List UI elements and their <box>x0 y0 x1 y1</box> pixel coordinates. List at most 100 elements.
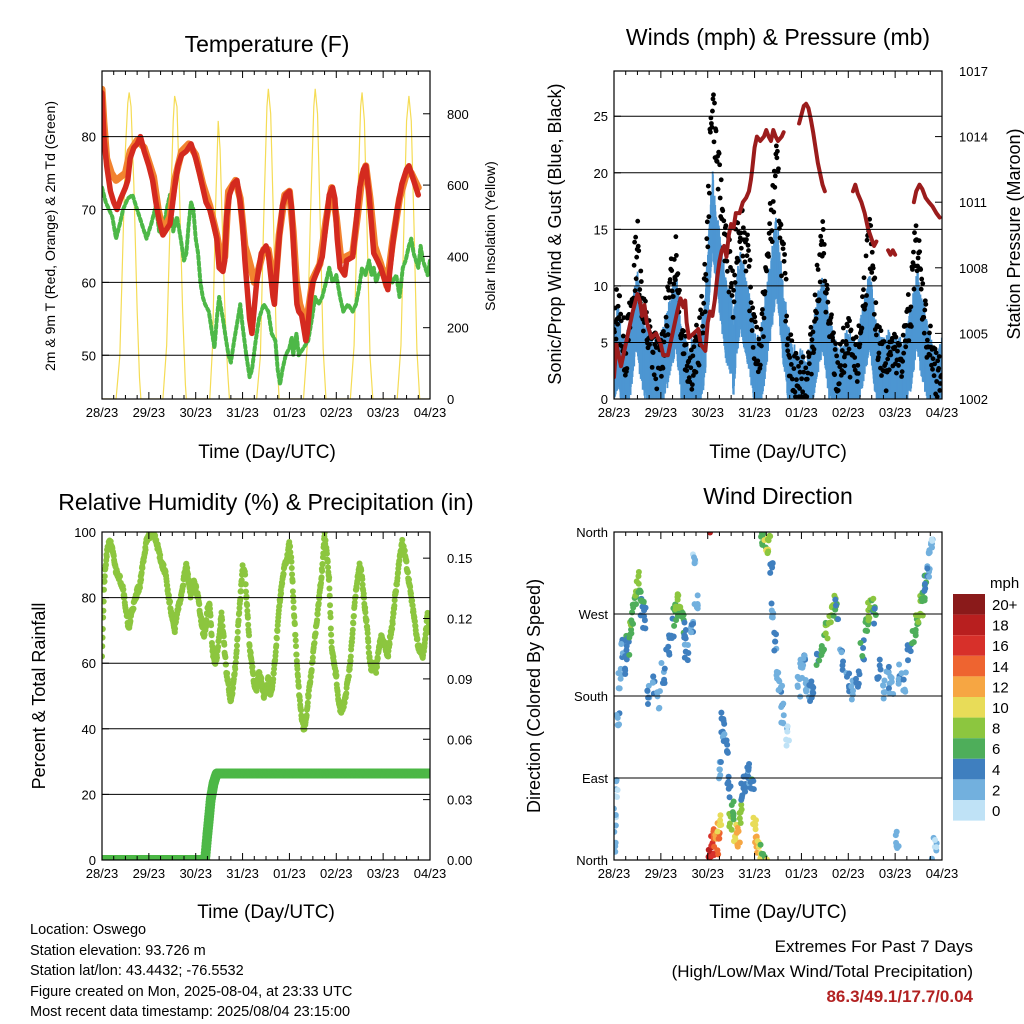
wind-gust-point <box>743 268 749 274</box>
wind-gust-point <box>785 348 791 354</box>
wind-gust-point <box>643 298 648 304</box>
humidity-point <box>237 595 244 602</box>
wind-gust-point <box>835 360 841 365</box>
wind-gust-point <box>707 129 713 135</box>
winds-x-tick-label: 30/23 <box>691 405 724 420</box>
wind-gust-point <box>706 190 712 196</box>
wind-gust-point <box>792 389 798 395</box>
wind-gust-point <box>729 280 734 286</box>
wind-gust-point <box>721 218 727 224</box>
humidity-point <box>279 580 286 587</box>
wind-direction-point <box>628 617 635 624</box>
humidity-point <box>345 673 352 680</box>
humidity-point <box>347 653 354 660</box>
humidity-panel: Relative Humidity (%) & Precipitation (i… <box>29 489 474 923</box>
temperature-x-tick-label: 30/23 <box>179 405 212 420</box>
wind-gust-point <box>690 353 696 359</box>
wind-direction-point <box>750 820 757 827</box>
wind-direction-point <box>665 643 672 650</box>
wind-gust-point <box>738 245 744 251</box>
humidity-point <box>165 592 172 599</box>
wind-gust-point <box>798 359 804 365</box>
humidity-point <box>102 561 109 568</box>
temperature-x-tick-label: 31/23 <box>226 405 259 420</box>
wind-direction-point <box>832 596 839 603</box>
humidity-point <box>288 554 295 561</box>
humidity-point <box>298 707 305 714</box>
wind-gust-point <box>731 287 736 293</box>
humidity-y-right-tick-label: 0.12 <box>447 612 472 627</box>
humidity-point <box>180 582 187 589</box>
wind-gust-point <box>703 271 709 277</box>
wind-gust-point <box>871 311 877 317</box>
humidity-point <box>291 621 298 628</box>
wind-direction-point <box>760 851 767 858</box>
temperature-panel: Temperature (F) 28/23 29/23 30/23 31/23 01/2… <box>42 31 498 463</box>
humidity-point <box>193 583 200 590</box>
temperature-y-axis-right-label: Solar Insolation (Yellow) <box>482 161 498 311</box>
humidity-point <box>278 590 285 597</box>
wind-direction-point <box>794 684 801 691</box>
wind-direction-point <box>859 652 866 659</box>
wind-gust-point <box>813 316 819 322</box>
wind-gust-point <box>713 128 719 134</box>
wind-gust-point <box>864 293 869 298</box>
humidity-x-tick-label: 28/23 <box>86 866 119 881</box>
wind-direction-point <box>860 644 867 651</box>
temperature-y-right-tick-label: 0 <box>447 392 454 407</box>
wind-gust-point <box>869 270 875 275</box>
wind-gust-point <box>766 254 772 259</box>
humidity-point <box>295 683 302 690</box>
wind-gust-point <box>851 363 857 369</box>
wind-gust-point <box>670 294 676 299</box>
humidity-point <box>102 586 107 593</box>
wind-gust-point <box>909 324 914 329</box>
humidity-point <box>373 669 380 676</box>
humidity-point <box>349 635 356 642</box>
humidity-point <box>292 643 299 650</box>
wind-direction-point <box>772 638 779 645</box>
wind-direction-point <box>765 548 772 555</box>
humidity-point <box>414 636 421 643</box>
temperature-x-tick-label: 28/23 <box>86 405 119 420</box>
wind-gust-point <box>776 166 781 172</box>
humidity-point <box>404 569 411 576</box>
temperature-y-right-tick-label: 600 <box>447 178 469 193</box>
wind-gust-point <box>927 330 932 336</box>
wind-direction-point <box>641 607 648 614</box>
wind-gust-point <box>784 313 790 319</box>
wind-direction-point <box>638 597 645 604</box>
humidity-point <box>236 609 243 616</box>
humidity-y-right-tick-label: 0.15 <box>447 551 472 566</box>
wind-gust-point <box>633 234 639 240</box>
wind-direction-point <box>750 814 757 821</box>
wind-gust-point <box>900 358 906 364</box>
wind-gust-point <box>863 253 869 259</box>
humidity-point <box>232 665 239 672</box>
humidity-point <box>142 546 149 553</box>
wind-gust-point <box>781 241 786 247</box>
wind-gust-point <box>772 173 778 179</box>
wind-direction-point <box>760 532 767 537</box>
wind-gust-point <box>930 356 936 362</box>
wind-gust-point <box>614 336 619 342</box>
wind-gust-point <box>684 363 690 369</box>
wind-gust-point <box>876 350 882 356</box>
wind-gust-point <box>705 244 711 250</box>
winds-y-right-tick-label: 1017 <box>959 64 988 79</box>
humidity-point <box>362 604 369 611</box>
humidity-point <box>196 601 203 608</box>
wind-gust-point <box>788 362 794 367</box>
wind-gust-point <box>759 311 765 317</box>
humidity-point <box>319 561 326 568</box>
wind-direction-point <box>641 617 648 624</box>
wind-direction-point <box>735 828 742 835</box>
wind-direction-point <box>767 569 774 576</box>
humidity-point <box>172 625 179 632</box>
wind-gust-point <box>717 195 723 201</box>
humidity-point <box>229 690 236 697</box>
wind-gust-point <box>673 234 679 240</box>
winds-y-tick-label: 25 <box>594 109 608 124</box>
wind-direction-point <box>718 709 725 716</box>
wind-gust-point <box>899 374 905 379</box>
